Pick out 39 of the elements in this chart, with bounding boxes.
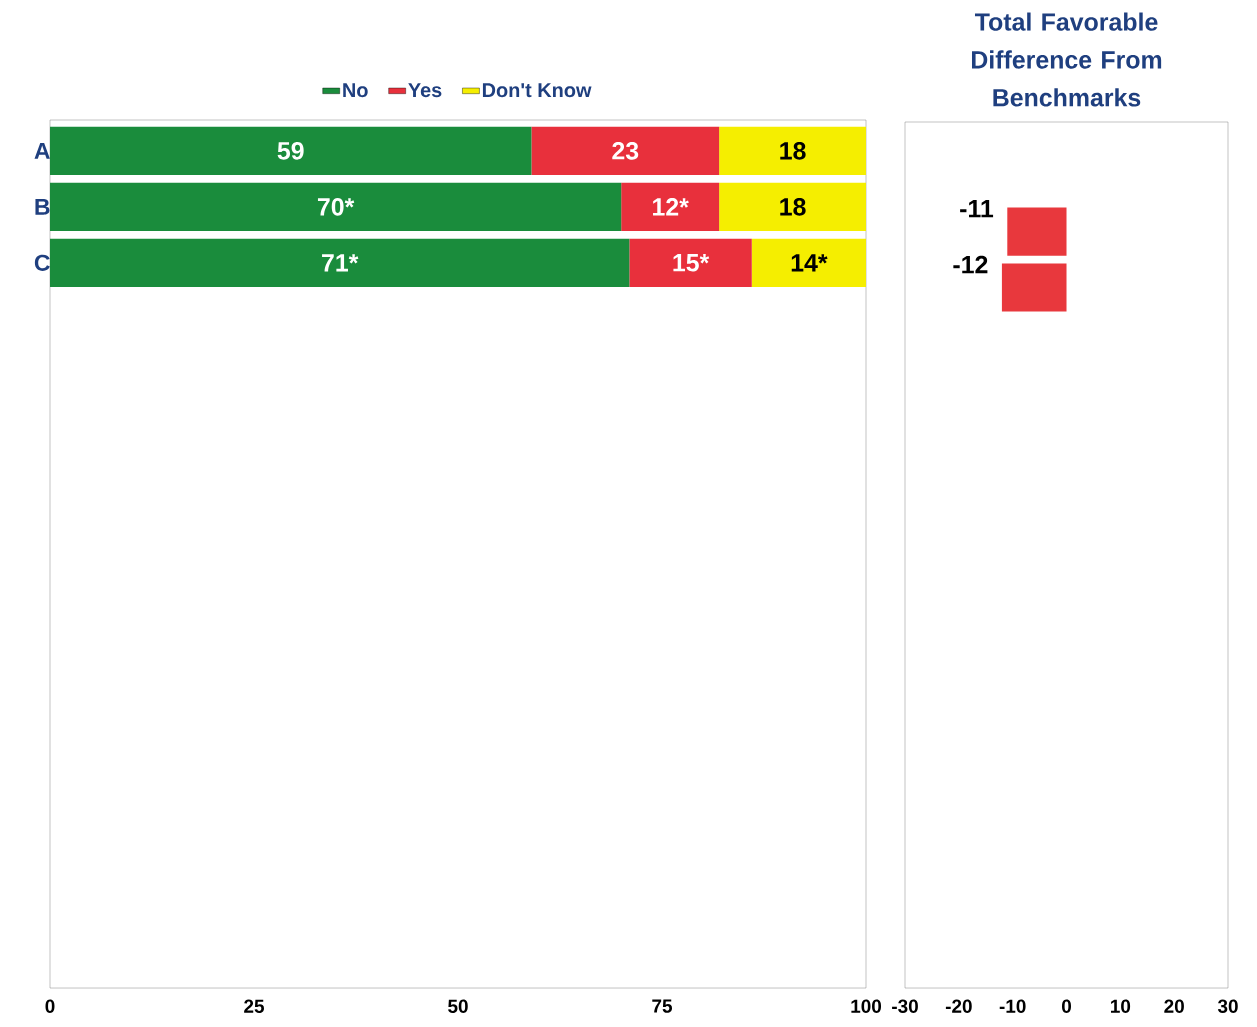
x-tick-label: -10 <box>999 999 1026 1013</box>
x-tick-label: 0 <box>45 999 55 1013</box>
bar <box>531 126 720 175</box>
data-label: 12* <box>653 198 689 216</box>
legend-label: Don't Know <box>482 83 592 98</box>
x-tick-label: 30 <box>1217 999 1238 1013</box>
data-label: 70* <box>317 198 355 216</box>
x-tick-label: 50 <box>448 999 468 1013</box>
bar <box>50 126 532 175</box>
x-tick-label: 75 <box>652 999 672 1013</box>
bar <box>719 182 867 231</box>
data-label: 15* <box>673 254 710 272</box>
x-tick-label: -30 <box>892 999 918 1013</box>
bar <box>751 238 867 287</box>
chart-title: Total Favorable Difference From Benchmarks <box>971 12 1162 107</box>
x-tick-label: 100 <box>851 999 882 1013</box>
data-label: 59 <box>277 142 304 160</box>
bar <box>629 238 752 287</box>
data-label: 18 <box>780 142 806 160</box>
bar <box>50 238 630 287</box>
x-tick-label: 0 <box>1062 999 1071 1013</box>
legend-label: Yes <box>408 83 442 98</box>
x-tick-label: 20 <box>1164 999 1184 1013</box>
data-label: 23 <box>612 141 639 160</box>
x-tick-label: 10 <box>1111 999 1131 1013</box>
data-label: -12 <box>953 255 988 274</box>
bar <box>621 182 720 231</box>
bar <box>719 126 867 175</box>
data-label: -11 <box>960 200 994 218</box>
y-tick-label: A <box>34 142 50 159</box>
x-tick-label: -20 <box>945 999 972 1013</box>
y-tick-label: B <box>35 198 50 215</box>
data-label: 18 <box>780 198 806 216</box>
y-tick-label: C <box>34 254 50 271</box>
x-tick-label: 25 <box>244 999 264 1013</box>
data-label: 71* <box>322 254 359 272</box>
data-label: 14* <box>791 254 828 272</box>
bar <box>50 182 622 231</box>
legend-label: No <box>343 83 368 98</box>
